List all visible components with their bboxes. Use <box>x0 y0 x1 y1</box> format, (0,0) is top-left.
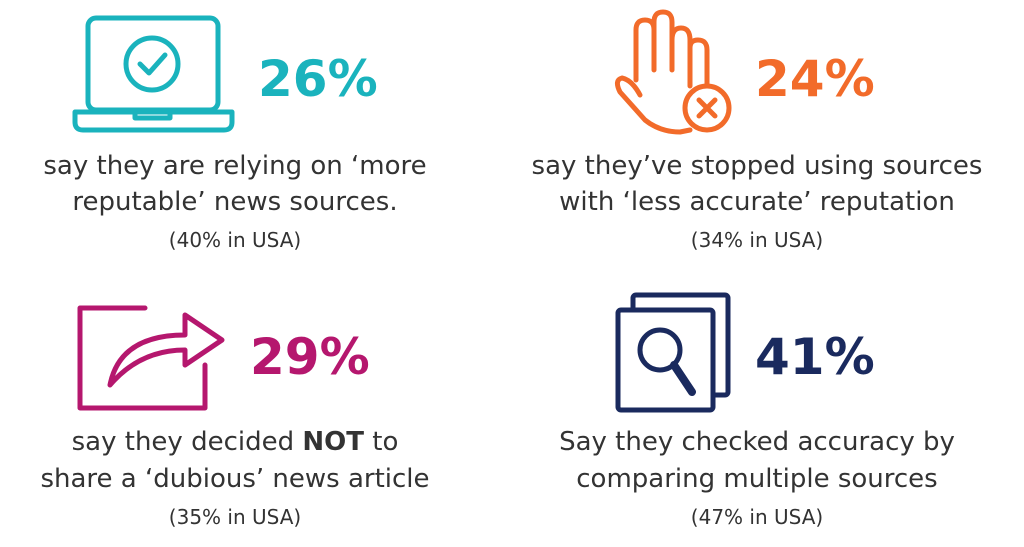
panel: 24% say they’ve stopped using sources wi… <box>532 9 983 252</box>
hand-icon <box>614 9 732 135</box>
note: (47% in USA) <box>691 505 823 529</box>
panel: 29% say they decided NOT to share a ‘dub… <box>40 305 430 529</box>
text-segment: to <box>364 427 398 457</box>
description-line: comparing multiple sources <box>576 464 937 494</box>
stat: 26% <box>258 50 378 108</box>
stat: 24% <box>755 50 875 108</box>
laptop-icon <box>72 15 235 133</box>
note: (35% in USA) <box>169 505 301 529</box>
share-icon <box>77 305 225 411</box>
panel: 41% Say they checked accuracy by compari… <box>559 292 955 529</box>
search-icon <box>615 292 731 413</box>
stat: 41% <box>755 328 875 386</box>
stat: 29% <box>250 328 370 386</box>
emphasis: NOT <box>302 427 364 457</box>
description-line: say they’ve stopped using sources <box>532 151 983 181</box>
description-line: say they are relying on ‘more <box>43 151 426 181</box>
description-line: Say they checked accuracy by <box>559 427 955 457</box>
description-line: share a ‘dubious’ news article <box>40 464 429 494</box>
description-line: reputable’ news sources. <box>72 187 397 217</box>
panel: 26% say they are relying on ‘more reputa… <box>43 15 427 252</box>
note: (40% in USA) <box>169 228 301 252</box>
description-line: with ‘less accurate’ reputation <box>559 187 955 217</box>
text-segment: say they decided <box>72 427 303 457</box>
description-line: say they decided NOT to <box>72 427 399 457</box>
note: (34% in USA) <box>691 228 823 252</box>
